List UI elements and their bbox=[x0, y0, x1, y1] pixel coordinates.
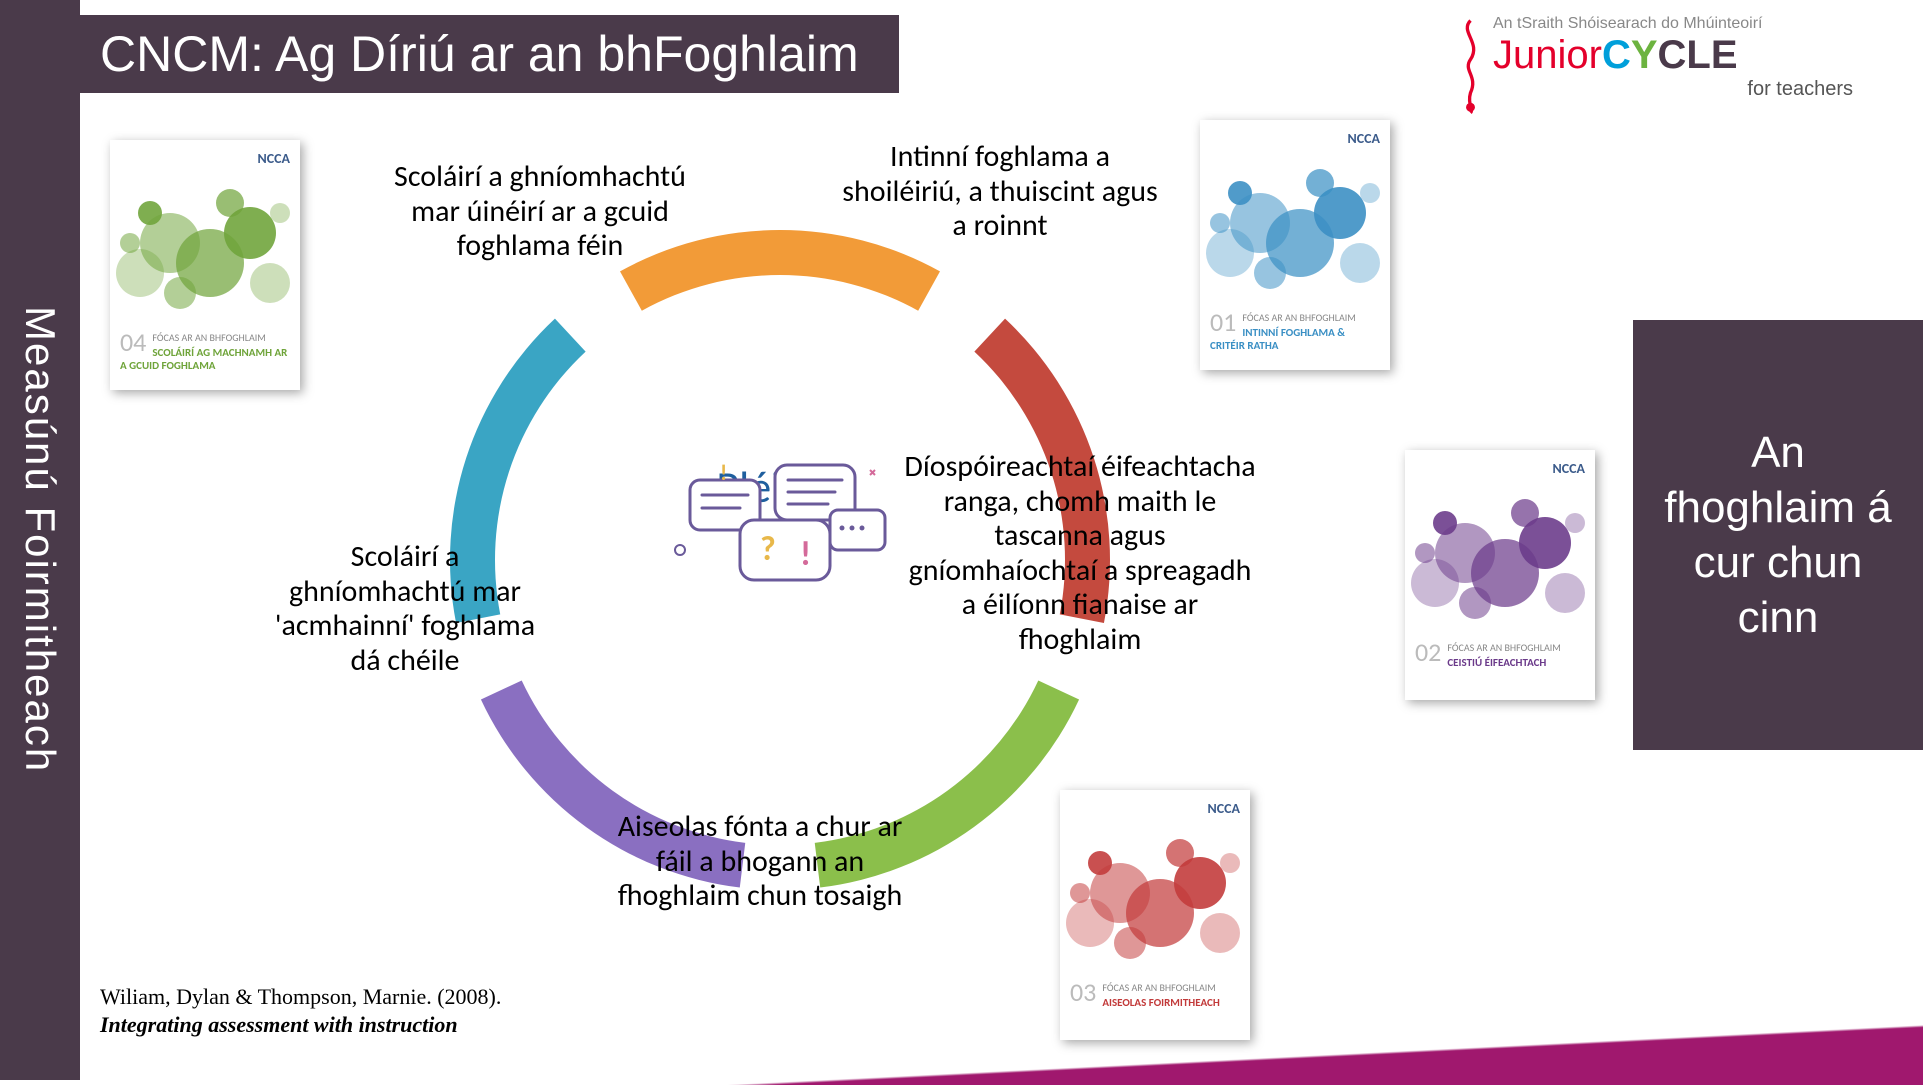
page-title: CNCM: Ag Díriú ar an bhFoghlaim bbox=[0, 15, 899, 93]
svg-text:!: ! bbox=[720, 459, 727, 486]
ncca-thumb-02: NCCA 02FÓCAS AR AN BHFOGHLAIMCEISTIÚ ÉIF… bbox=[1405, 450, 1595, 700]
ncca-thumb-04: NCCA 04FÓCAS AR AN BHFOGHLAIMSCOLÁIRÍ AG… bbox=[110, 140, 300, 390]
segment-top-left: Scoláirí a ghníomhachtú mar úinéirí ar a… bbox=[380, 160, 700, 264]
treble-clef-icon bbox=[1453, 15, 1488, 115]
junior-cycle-logo: An tSraith Shóisearach do Mhúinteoirí Ju… bbox=[1493, 15, 1893, 115]
right-info-box: An fhoghlaim á cur chun cinn bbox=[1633, 320, 1923, 750]
citation-line2: Integrating assessment with instruction bbox=[100, 1011, 501, 1040]
svg-text:!: ! bbox=[800, 534, 811, 575]
center-icon: ? ! ! Pléimis bbox=[660, 450, 900, 650]
logo-sub: for teachers bbox=[1493, 78, 1893, 101]
footer-accent bbox=[723, 1025, 1923, 1085]
left-sidebar: Measúnú Foirmitheach bbox=[0, 0, 80, 1080]
logo-main: JuniorCYCLE bbox=[1493, 33, 1893, 78]
left-sidebar-text: Measúnú Foirmitheach bbox=[16, 306, 64, 773]
ncca-thumb-03: NCCA 03FÓCAS AR AN BHFOGHLAIMAISEOLAS FO… bbox=[1060, 790, 1250, 1040]
segment-left: Scoláirí a ghníomhachtú mar 'acmhainní' … bbox=[260, 540, 550, 678]
segment-right: Díospóireachtaí éifeachtacha ranga, chom… bbox=[900, 450, 1260, 657]
ncca-thumb-01: NCCA 01FÓCAS AR AN BHFOGHLAIMINTINNÍ FOG… bbox=[1200, 120, 1390, 370]
segment-bottom: Aiseolas fónta a chur ar fáil a bhogann … bbox=[600, 810, 920, 914]
svg-text:?: ? bbox=[760, 529, 776, 570]
segment-top-right: Intinní foghlama a shoiléiriú, a thuisci… bbox=[840, 140, 1160, 244]
logo-tagline: An tSraith Shóisearach do Mhúinteoirí bbox=[1493, 15, 1893, 33]
speech-bubbles-icon: ? ! ! bbox=[660, 450, 900, 610]
